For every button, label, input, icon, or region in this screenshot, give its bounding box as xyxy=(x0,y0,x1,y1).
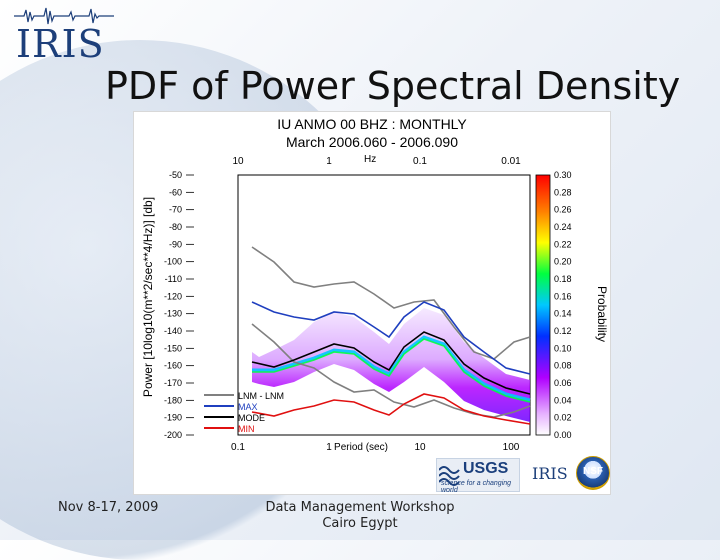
top-tick: 1 xyxy=(326,156,332,167)
y-tick-label: -110 xyxy=(165,274,182,284)
usgs-logo: USGS science for a changing world xyxy=(436,458,520,494)
legend-label-min: MIN xyxy=(238,424,255,434)
y-tick-label: -140 xyxy=(164,326,182,336)
nsf-text: NSF xyxy=(583,466,603,477)
footer-center: Data Management Workshop Cairo Egypt xyxy=(260,500,460,532)
usgs-tagline: science for a changing world xyxy=(441,480,512,494)
y-tick-label: -200 xyxy=(164,430,182,440)
colorbar-tick-label: 0.08 xyxy=(554,361,572,371)
iris-small-text: IRIS xyxy=(532,464,568,483)
nsf-logo: NSF xyxy=(576,456,610,490)
y-tick-label: -120 xyxy=(164,291,182,301)
colorbar-tick-label: 0.18 xyxy=(554,274,572,284)
footer-workshop: Data Management Workshop xyxy=(265,500,455,515)
psd-plot: Hz 10 1 0.1 0.01 0.1 1 10 100 Period (se… xyxy=(164,154,572,453)
bottom-tick: 1 xyxy=(326,442,332,453)
colorbar-tick-label: 0.14 xyxy=(554,309,572,319)
min-line xyxy=(251,393,531,425)
figure-title-line1: IU ANMO 00 BHZ : MONTHLY xyxy=(277,116,467,132)
logo-text: IRIS xyxy=(16,22,105,66)
legend: LNM - LNM MAX MODE MIN xyxy=(204,391,284,434)
slide-title: PDF of Power Spectral Density xyxy=(105,64,681,108)
legend-label-lnm: LNM - LNM xyxy=(238,391,284,401)
top-tick: 0.1 xyxy=(413,156,427,167)
bottom-tick: 100 xyxy=(503,442,520,453)
y-tick-label: -90 xyxy=(169,239,182,249)
colorbar-tick-label: 0.04 xyxy=(554,395,572,405)
colorbar-tick-label: 0.30 xyxy=(554,170,572,180)
top-tick: 0.01 xyxy=(501,156,521,167)
y-tick-label: -50 xyxy=(169,170,182,180)
top-tick: 10 xyxy=(232,156,244,167)
y-tick-label: -70 xyxy=(169,205,182,215)
legend-label-max: MAX xyxy=(238,402,258,412)
colorbar-tick-label: 0.22 xyxy=(554,239,572,249)
bottom-axis: 0.1 1 10 100 xyxy=(231,442,520,453)
colorbar-tick-label: 0.00 xyxy=(554,430,572,440)
slide: IRIS PDF of Power Spectral Density IU AN… xyxy=(0,4,681,560)
y-tick-label: -100 xyxy=(164,257,182,267)
seismogram-icon xyxy=(14,7,114,25)
colorbar-tick-label: 0.02 xyxy=(554,413,572,423)
y-tick-label: -60 xyxy=(169,187,182,197)
usgs-text: USGS xyxy=(463,460,509,477)
colorbar-tick-label: 0.16 xyxy=(554,291,572,301)
high-noise-model-line xyxy=(251,246,531,360)
mode-line xyxy=(251,331,531,395)
partner-logos: USGS science for a changing world IRIS N… xyxy=(436,454,610,494)
y-tick-label: -190 xyxy=(164,413,182,423)
y-tick-label: -160 xyxy=(164,361,182,371)
y-tick-label: -80 xyxy=(169,222,182,232)
y-tick-label: -130 xyxy=(164,309,182,319)
bottom-axis-label: Period (sec) xyxy=(334,442,388,453)
footer-date: Nov 8-17, 2009 xyxy=(58,500,159,515)
colorbar-tick-label: 0.20 xyxy=(554,257,572,267)
colorbar-tick-label: 0.26 xyxy=(554,205,572,215)
bottom-tick: 10 xyxy=(414,442,426,453)
colorbar-ticks: 0.30 0.28 0.26 0.24 0.22 0.20 0.18 0.16 0.14 0.12… xyxy=(554,170,572,440)
usgs-wave-icon xyxy=(439,466,460,486)
figure-title-line2: March 2006.060 - 2006.090 xyxy=(285,134,458,150)
colorbar-tick-label: 0.24 xyxy=(554,222,572,232)
iris-logo: IRIS xyxy=(8,4,118,68)
bottom-tick: 0.1 xyxy=(231,442,245,453)
colorbar-tick-label: 0.06 xyxy=(554,378,572,388)
colorbar-tick-label: 0.12 xyxy=(554,326,572,336)
colorbar-tick-label: 0.28 xyxy=(554,187,572,197)
legend-label-mode: MODE xyxy=(238,413,265,423)
psd-figure: IU ANMO 00 BHZ : MONTHLY March 2006.060 … xyxy=(133,111,611,495)
pdf-core-cyan xyxy=(252,335,531,402)
footer-location: Cairo Egypt xyxy=(322,516,398,531)
colorbar xyxy=(535,174,551,436)
pdf-density xyxy=(252,308,530,422)
y-tick-label: -180 xyxy=(164,395,182,405)
top-axis-unit: Hz xyxy=(364,154,376,165)
colorbar-tick-label: 0.10 xyxy=(554,343,572,353)
y-tick-label: -150 xyxy=(164,343,182,353)
y-axis: -50 -60 -70 -80 -90 -100 -110 -120 -130 -140 -150 -… xyxy=(164,170,194,440)
y-tick-label: -170 xyxy=(164,378,182,388)
top-axis: 10 1 0.1 0.01 xyxy=(232,156,521,167)
iris-consortium-logo: IRIS xyxy=(528,458,572,490)
max-line xyxy=(251,301,531,375)
